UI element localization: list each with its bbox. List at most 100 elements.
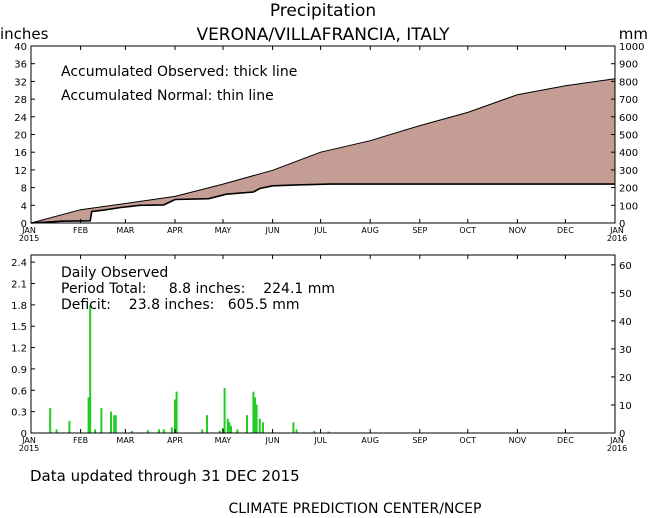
daily-panel: 0 0.3 0.6 0.9 1.2 1.5 1.8 2.1 2.4 0 10 20 30 40 50 60 JA… — [11, 254, 632, 453]
daily-bar — [327, 431, 330, 433]
accumulated-observed-line — [30, 183, 615, 224]
daily-bar — [262, 422, 264, 433]
daily-bar — [158, 429, 160, 433]
x-tick-label: AUG — [361, 226, 379, 235]
right-unit-label: mm — [619, 25, 648, 43]
y-tick-label-right: 30 — [619, 345, 632, 356]
credit-line: CLIMATE PREDICTION CENTER/NCEP — [229, 501, 482, 517]
daily-bar — [162, 429, 165, 433]
y-tick-label-left: 0.9 — [11, 365, 27, 376]
daily-plot-frame — [30, 254, 616, 434]
daily-bar — [68, 420, 71, 433]
x-tick-label: FEB — [73, 226, 88, 235]
left-unit-label: inches — [0, 25, 49, 43]
daily-bar — [236, 429, 239, 433]
daily-bar — [295, 429, 298, 433]
x-year-end: 2016 — [607, 444, 627, 453]
y-tick-label-left: 0.6 — [11, 386, 27, 397]
x-tick-label: MAY — [215, 226, 232, 235]
x-tick-label: SEP — [412, 436, 427, 445]
y-tick-label-left: 12 — [14, 166, 27, 177]
y-tick-label-right: 100 — [619, 201, 638, 212]
x-tick-label: NOV — [509, 436, 527, 445]
y-tick-label-left: 40 — [14, 42, 27, 53]
daily-bar — [49, 408, 52, 433]
daily-bar — [218, 430, 221, 433]
y-tick-label-right: 20 — [619, 373, 632, 384]
y-tick-label-left: 24 — [14, 113, 27, 124]
y-tick-label-right: 10 — [619, 401, 632, 412]
x-tick-label: JAN — [21, 226, 36, 235]
y-tick-label-right: 200 — [619, 184, 638, 195]
daily-bars — [49, 304, 330, 433]
x-tick-label: JAN — [609, 226, 624, 235]
deficit-total: Deficit: 23.8 inches: 605.5 mm — [61, 297, 300, 313]
daily-bar — [228, 422, 231, 433]
daily-bar — [87, 397, 90, 433]
x-tick-label: MAR — [116, 436, 134, 445]
y-tick-label-right: 600 — [619, 113, 638, 124]
x-tick-label: DEC — [557, 226, 574, 235]
daily-bar — [55, 429, 58, 433]
y-tick-label-right: 800 — [619, 77, 638, 88]
daily-bar — [175, 391, 178, 433]
period-total: Period Total: 8.8 inches: 224.1 mm — [61, 281, 335, 297]
accumulated-panel: 0481216202428323640010020030040050060070… — [14, 42, 644, 243]
daily-axes: 0 0.3 0.6 0.9 1.2 1.5 1.8 2.1 2.4 0 10 20 30 40 50 60 JA… — [11, 255, 632, 453]
daily-title: Daily Observed — [61, 265, 168, 281]
daily-bar — [226, 418, 229, 433]
y-tick-label-left: 0.3 — [11, 408, 27, 419]
chart-title: Precipitation — [270, 1, 376, 21]
y-tick-label-left: 20 — [14, 131, 27, 142]
normal-legend-note: Accumulated Normal: thin line — [61, 88, 274, 104]
daily-bar — [230, 425, 232, 433]
daily-bar — [113, 415, 116, 433]
x-tick-label: JUL — [313, 436, 327, 445]
x-tick-label: OCT — [459, 436, 476, 445]
y-tick-label-left: 2.4 — [11, 258, 27, 269]
daily-bar — [130, 430, 133, 433]
y-tick-label-left: 1.2 — [11, 344, 27, 355]
y-tick-label-right: 0 — [619, 219, 625, 230]
y-tick-label-right: 40 — [619, 317, 632, 328]
y-tick-label-left: 28 — [14, 95, 27, 106]
daily-bar — [100, 408, 103, 433]
x-tick-label: APR — [167, 436, 183, 445]
y-tick-label-left: 16 — [14, 148, 27, 159]
x-tick-label: SEP — [412, 226, 427, 235]
y-tick-label-right: 700 — [619, 95, 638, 106]
y-tick-label-right: 50 — [619, 289, 632, 300]
daily-bar — [313, 430, 316, 433]
y-tick-label-left: 1.5 — [11, 322, 27, 333]
y-tick-label-left: 32 — [14, 77, 27, 88]
x-tick-label: JUN — [264, 436, 279, 445]
station-name: VERONA/VILLAFRANCIA, ITALY — [196, 25, 450, 45]
daily-bar — [255, 404, 258, 433]
x-tick-label: JAN — [609, 436, 624, 445]
daily-bar — [246, 415, 248, 433]
x-tick-label: JAN — [21, 436, 36, 445]
y-tick-label-left: 36 — [14, 60, 27, 71]
data-updated-note: Data updated through 31 DEC 2015 — [30, 467, 300, 485]
y-tick-label-right: 60 — [619, 261, 632, 272]
x-tick-label: DEC — [557, 436, 574, 445]
daily-bar — [206, 415, 208, 433]
x-year-start: 2015 — [19, 444, 39, 453]
x-tick-label: NOV — [509, 226, 527, 235]
x-tick-label: JUN — [264, 226, 279, 235]
x-tick-label: JUL — [313, 226, 327, 235]
x-tick-label: FEB — [73, 436, 88, 445]
daily-bar — [201, 429, 204, 433]
daily-bar — [170, 427, 173, 433]
y-tick-label-right: 300 — [619, 166, 638, 177]
daily-bar — [174, 399, 176, 433]
daily-bar — [89, 304, 92, 433]
daily-bar — [292, 422, 295, 433]
x-tick-label: APR — [167, 226, 183, 235]
y-tick-label-left: 2.1 — [11, 279, 27, 290]
daily-bar — [254, 397, 256, 433]
x-tick-label: OCT — [459, 226, 476, 235]
accumulated-axes: 0481216202428323640010020030040050060070… — [14, 42, 644, 243]
y-tick-label-left: 0 — [21, 429, 27, 440]
